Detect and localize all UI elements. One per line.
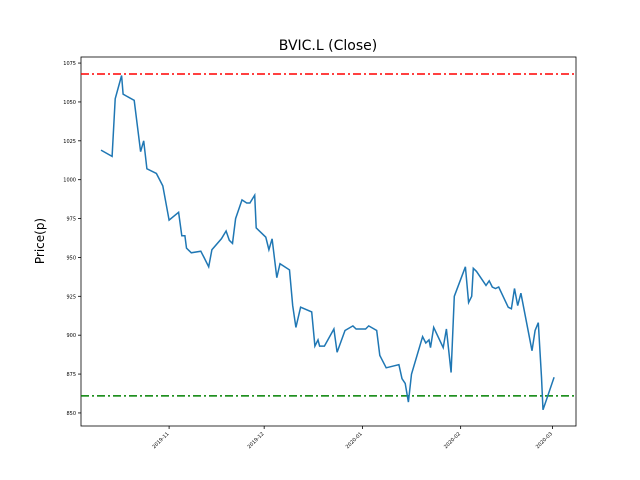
y-axis-label: Price(p) [33, 218, 47, 264]
y-tick-label: 950 [66, 255, 76, 261]
x-tick-label: 2020-03 [535, 431, 554, 450]
y-tick-label: 1025 [63, 139, 76, 145]
y-tick-label: 1050 [63, 100, 76, 106]
y-tick-label: 1075 [63, 61, 76, 67]
y-tick-label: 975 [66, 217, 76, 223]
y-tick-label: 900 [66, 333, 76, 339]
price-line [100, 75, 555, 411]
x-tick-label: 2019-12 [247, 431, 266, 450]
x-tick-label: 2020-02 [443, 431, 462, 450]
x-tick-label: 2019-11 [151, 431, 170, 450]
y-tick-label: 1000 [63, 178, 76, 184]
x-tick-label: 2020-01 [345, 431, 364, 450]
y-tick-label: 850 [66, 411, 76, 417]
plot-frame [80, 56, 577, 427]
y-tick-label: 925 [66, 294, 76, 300]
y-tick-label: 875 [66, 372, 76, 378]
chart-title: BVIC.L (Close) [279, 38, 377, 54]
